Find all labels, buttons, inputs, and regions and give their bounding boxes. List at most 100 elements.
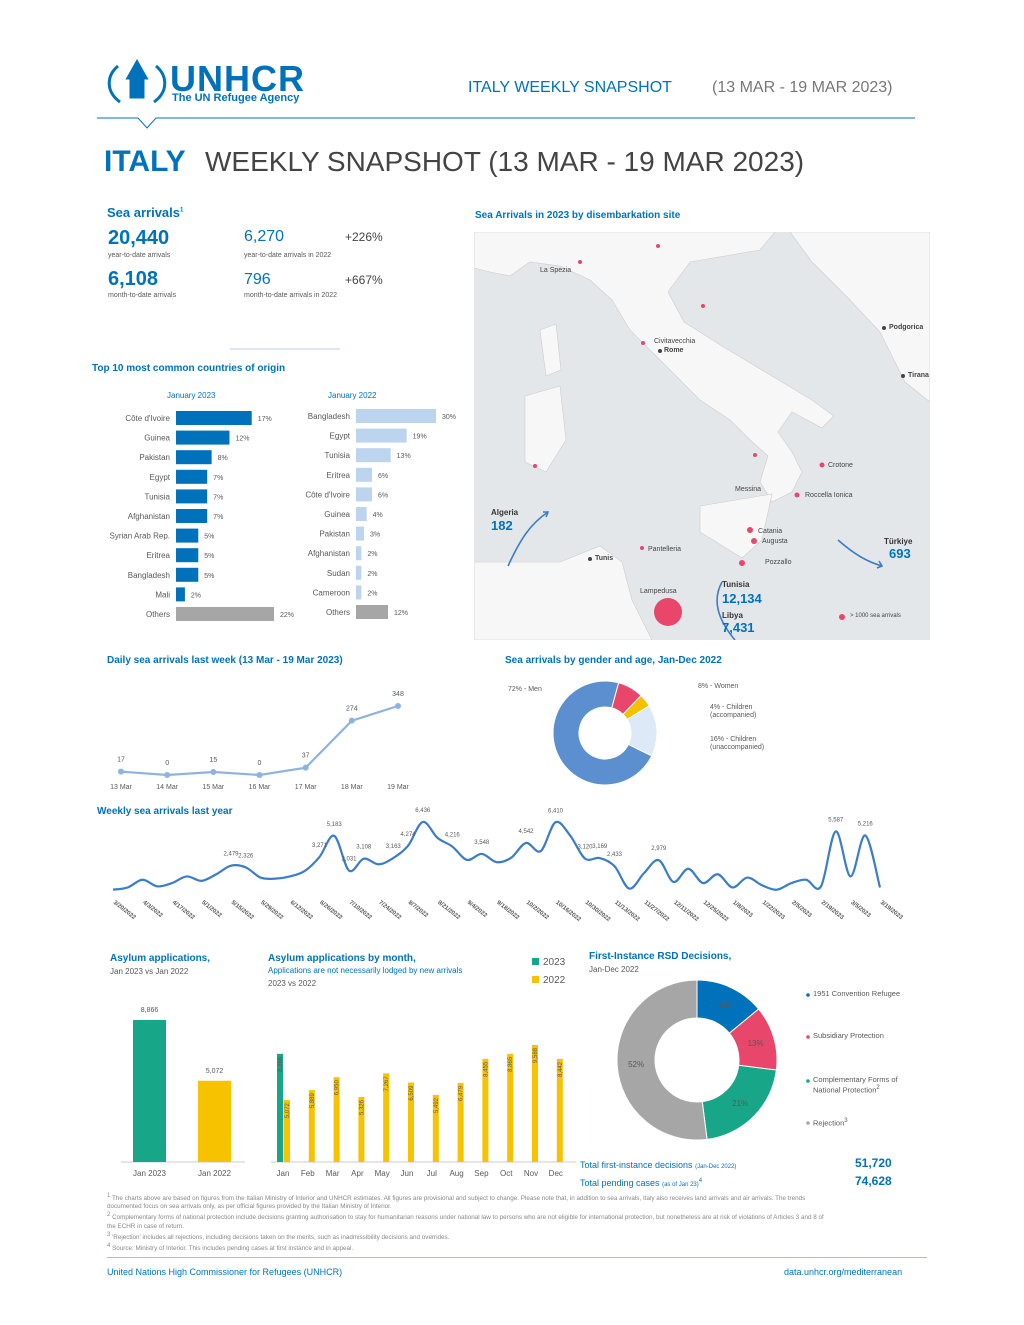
x-tick-label: 4/3/2022: [141, 900, 164, 920]
bar-label: Eritrea: [326, 471, 350, 480]
value-label: 17: [117, 757, 125, 764]
bar: [176, 607, 274, 621]
legend-swatch: [806, 993, 810, 997]
total-qualifier: (as of Jan 23): [662, 1182, 699, 1188]
page-title: WEEKLY SNAPSHOT (13 MAR - 19 MAR 2023): [205, 146, 805, 177]
value-label: 348: [392, 691, 404, 698]
map-title: Sea Arrivals in 2023 by disembarkation s…: [475, 210, 681, 221]
chart-subtitle: January 2023: [167, 391, 216, 400]
value-label: 6,436: [415, 808, 431, 814]
bar-label: Guinea: [144, 434, 170, 443]
bar: [356, 487, 372, 502]
bar-label: Bangladesh: [308, 412, 350, 421]
footnote: 3 'Rejection' includes all rejections, i…: [107, 1232, 827, 1242]
flow-origin: Algeria: [491, 508, 519, 517]
footnote-ref: 4: [698, 1178, 703, 1184]
legend-swatch: [532, 976, 539, 983]
bar-label: Syrian Arab Rep.: [110, 532, 170, 541]
point: [118, 768, 124, 775]
value-label: 4,216: [445, 832, 461, 838]
sardinia: [524, 385, 567, 473]
logo-emblem: [107, 58, 167, 104]
footnote-number: 3: [107, 1231, 111, 1238]
legend-swatch: [806, 1121, 810, 1125]
line: [112, 820, 882, 891]
total-value: 74,628: [855, 1174, 892, 1188]
total-label-text: Total first-instance decisions: [580, 1160, 693, 1170]
value-label: 8,866: [141, 1007, 159, 1014]
value-label: 22%: [280, 612, 294, 619]
header-period: (13 MAR - 19 MAR 2023): [712, 79, 893, 96]
legend-label: Rejection: [813, 1118, 845, 1128]
legend-label: 1951 Convention Refugee: [813, 989, 901, 998]
bar-label: Egypt: [150, 473, 171, 482]
footnote-ref: 1: [180, 207, 184, 214]
chart-title: Asylum applications,: [110, 953, 211, 964]
x-tick-label: 6/12/2022: [289, 900, 314, 922]
total-qualifier: (Jan-Dec 2022): [695, 1164, 737, 1170]
footnote-text: Complementary forms of national protecti…: [107, 1214, 824, 1230]
bar: [532, 1045, 538, 1162]
stat-change: +667%: [345, 273, 383, 287]
legend-item: Complementary Forms of National Protecti…: [813, 1075, 913, 1095]
bar-label: Afghanistan: [128, 512, 170, 521]
place: Augusta: [762, 538, 788, 545]
bar: [356, 526, 364, 541]
x-tick-label: 16 Mar: [249, 784, 271, 791]
x-tick-label: 9/4/2022: [466, 900, 489, 920]
chart-title: Asylum applications by month,: [268, 953, 416, 964]
logo-tagline: The UN Refugee Agency: [172, 92, 300, 104]
x-tick-label: Dec: [549, 1169, 563, 1178]
x-tick-label: 10/30/2022: [584, 900, 612, 924]
legend-label: 2022: [543, 975, 566, 986]
value-label: 5,492: [434, 1097, 440, 1113]
x-tick-label: 10/2/2022: [525, 900, 550, 922]
value-label: 4,542: [518, 829, 534, 835]
bar-label: Others: [146, 610, 170, 619]
place: Roccella Ionica: [805, 492, 853, 499]
value-label: 4% - Children (accompanied): [710, 704, 757, 720]
value-label: 19%: [413, 434, 427, 441]
chart-title: First-Instance RSD Decisions,: [589, 951, 732, 962]
bar: [356, 565, 362, 580]
map-legend: > 1000 sea arrivals: [850, 613, 901, 619]
bar: [556, 1058, 563, 1162]
bar: [176, 450, 212, 465]
footnote-text: 'Rejection' includes all rejections, inc…: [112, 1233, 450, 1241]
chart-title: Daily sea arrivals last week (13 Mar - 1…: [107, 655, 343, 666]
slice: [616, 979, 708, 1141]
legend-swatch: [806, 1079, 810, 1083]
value-label: 2,031: [341, 857, 357, 863]
total-label: Total pending cases (as of Jan 23)4: [580, 1178, 702, 1189]
logo-text: UNHCR: [170, 58, 305, 99]
x-tick-label: 7/10/2022: [348, 900, 373, 922]
value-label: 3,169: [592, 844, 608, 850]
value-label: 6,410: [548, 808, 564, 814]
point: [164, 772, 171, 778]
value-label: 3,163: [386, 844, 402, 850]
value-label: 0: [165, 760, 169, 767]
stat-value: 20,440: [108, 227, 170, 249]
value-label: 14%: [715, 1001, 731, 1010]
bar: [432, 1094, 439, 1162]
value-label: 8%: [218, 455, 228, 462]
bar: [133, 1020, 166, 1162]
bar: [356, 605, 388, 619]
place: Catania: [758, 528, 783, 535]
x-tick-label: Sep: [474, 1169, 489, 1178]
x-tick-label: Jan 2022: [198, 1169, 231, 1178]
corsica: [539, 323, 562, 377]
value-label: 2%: [367, 590, 377, 597]
value-label: 5%: [204, 534, 214, 541]
bar: [176, 548, 199, 563]
point: [256, 772, 263, 778]
value-label: 3,120: [577, 845, 593, 851]
bar: [507, 1053, 514, 1162]
value-label: 5%: [204, 553, 214, 560]
flow-arrows: [507, 511, 884, 640]
chart-subtitle: January 2022: [328, 391, 377, 400]
place: Podgorica: [889, 324, 924, 331]
footer-right: data.unhcr.org/mediterranean: [784, 1267, 903, 1277]
